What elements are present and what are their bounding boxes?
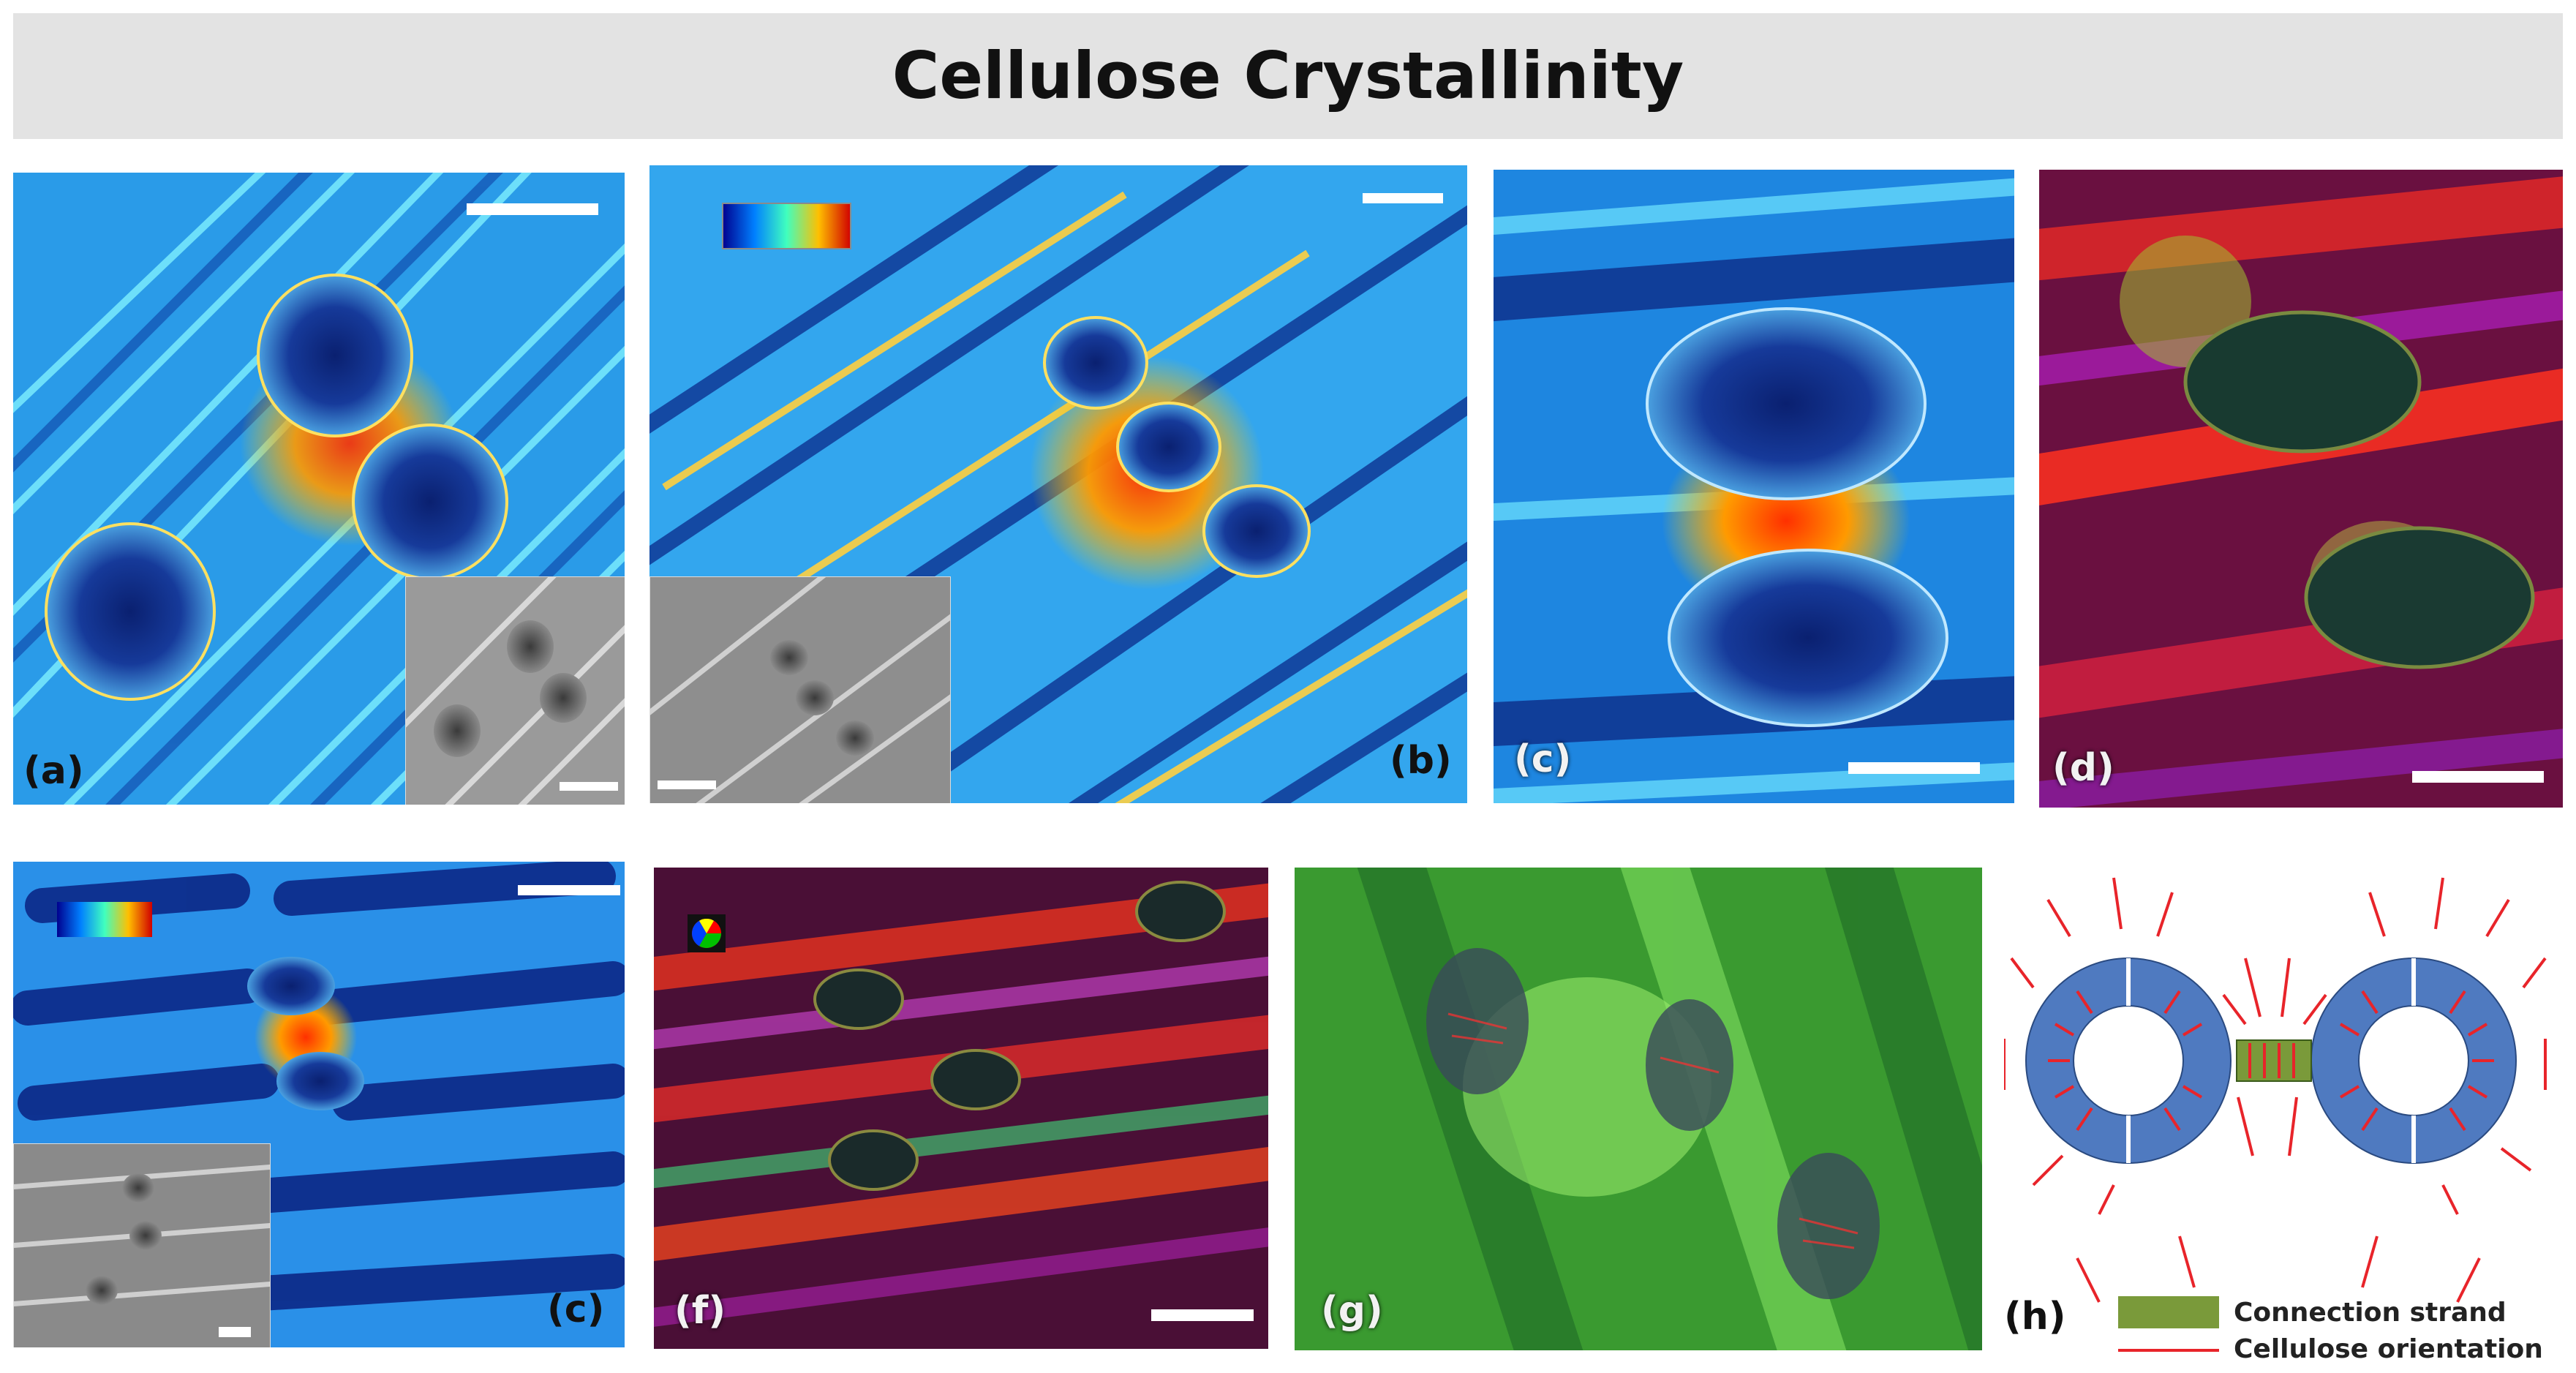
panel-label-a: (a) xyxy=(23,749,84,793)
panel-a-inset xyxy=(405,576,625,805)
panel-d-image xyxy=(2039,170,2563,808)
panel-label-f: (f) xyxy=(674,1289,726,1333)
panel-b: (b) xyxy=(649,165,1467,803)
panel-a-image xyxy=(13,173,625,805)
panel-label-d: (d) xyxy=(2052,746,2114,790)
legend-orientation-label: Cellulose orientation xyxy=(2234,1334,2543,1364)
panel-c-top: (c) xyxy=(1494,170,2014,803)
panel-h-schematic xyxy=(2004,877,2547,1303)
panel-a: (a) xyxy=(13,173,625,805)
panel-label-g: (g) xyxy=(1321,1289,1383,1333)
panel-b-inset xyxy=(649,576,951,803)
panel-b-inset-image xyxy=(650,577,950,803)
legend-strand-label: Connection strand xyxy=(2234,1298,2507,1328)
panel-c-top-image xyxy=(1494,170,2014,803)
panel-c-bottom: (c) xyxy=(13,862,625,1347)
panel-label-c-bottom: (c) xyxy=(547,1287,605,1331)
panel-a-inset-image xyxy=(406,577,625,805)
legend-orientation-line xyxy=(2118,1349,2219,1352)
panel-d: (d) xyxy=(2039,170,2563,808)
legend-strand-swatch xyxy=(2118,1296,2219,1328)
panel-h: (h) xyxy=(2004,849,2560,1361)
panel-label-b: (b) xyxy=(1390,739,1452,783)
panel-label-c-top: (c) xyxy=(1514,737,1572,781)
panel-g: (g) xyxy=(1295,868,1982,1350)
panel-f: (f) xyxy=(654,868,1268,1349)
panel-label-h: (h) xyxy=(2004,1295,2066,1339)
panel-c-bottom-inset xyxy=(13,1143,271,1347)
panel-c-bottom-image xyxy=(13,862,625,1347)
title-bar: Cellulose Crystallinity xyxy=(13,13,2563,139)
panel-f-image xyxy=(654,868,1268,1349)
panel-g-image xyxy=(1295,868,1982,1350)
figure-title: Cellulose Crystallinity xyxy=(892,38,1684,113)
panel-c-bottom-inset-image xyxy=(14,1144,270,1347)
